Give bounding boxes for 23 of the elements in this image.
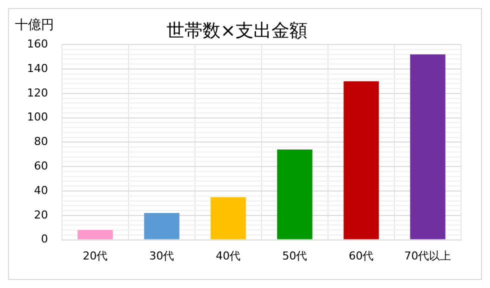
y-tick-label: 120 (26, 86, 48, 100)
y-tick-label: 160 (26, 37, 48, 50)
y-tick-label: 40 (34, 184, 48, 197)
bar (144, 212, 180, 240)
x-tick-label: 30代 (149, 249, 174, 262)
y-tick-label: 80 (34, 135, 48, 148)
y-tick-label: 60 (34, 159, 48, 172)
bar (410, 54, 446, 240)
y-axis-title: 十億円 (15, 18, 54, 33)
bar (344, 81, 379, 240)
x-tick-label: 70代以上 (404, 249, 452, 262)
y-tick-label: 140 (26, 62, 48, 75)
x-tick-label: 50代 (282, 249, 308, 262)
y-tick-label: 0 (40, 232, 48, 246)
bar (210, 197, 246, 240)
y-tick-label: 100 (26, 110, 48, 124)
x-tick-label: 20代 (82, 249, 108, 262)
bar (277, 150, 312, 240)
y-tick-label: 20 (34, 208, 48, 222)
bar (78, 230, 113, 240)
chart-title: 世帯数×支出金額 (166, 20, 308, 42)
x-tick-label: 40代 (216, 249, 241, 262)
x-tick-label: 60代 (348, 249, 374, 262)
